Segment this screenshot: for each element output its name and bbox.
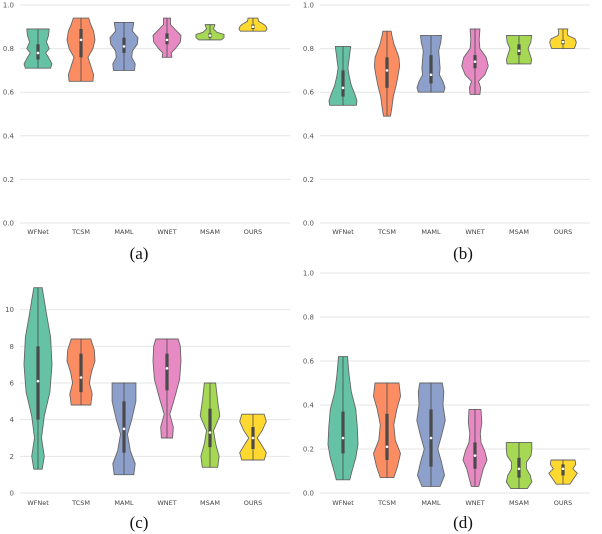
y-tick-label: 0.0: [303, 490, 314, 498]
y-tick-label: 0.0: [303, 220, 314, 228]
x-category-label: WFNet: [27, 499, 49, 507]
iqr-box-wnet: [165, 353, 169, 391]
median-tcsm: [79, 38, 83, 42]
y-tick-label: 2: [10, 453, 14, 461]
x-category-label: WNET: [465, 228, 484, 236]
x-category-label: WNET: [465, 499, 484, 507]
x-category-label: TCSM: [71, 228, 90, 236]
iqr-box-tcsm: [79, 28, 83, 58]
median-wfnet: [36, 379, 40, 383]
x-category-label: MSAM: [200, 228, 220, 236]
y-tick-label: 0.4: [3, 132, 15, 140]
iqr-box-tcsm: [385, 413, 389, 460]
median-msam: [517, 49, 521, 53]
median-maml: [429, 436, 433, 440]
y-tick-label: 0.6: [303, 358, 315, 366]
median-wnet: [473, 454, 477, 457]
x-category-label: OURS: [244, 499, 263, 507]
y-tick-label: 0.6: [3, 89, 15, 97]
y-tick-label: 10: [5, 306, 14, 314]
iqr-box-wfnet: [341, 70, 345, 97]
median-wfnet: [36, 51, 40, 55]
x-category-label: MSAM: [509, 228, 529, 236]
median-msam: [208, 34, 212, 37]
x-category-label: MSAM: [509, 499, 529, 507]
y-tick-label: 8: [10, 343, 14, 351]
x-category-label: MAML: [114, 499, 134, 507]
x-category-label: WFNet: [332, 228, 354, 236]
iqr-box-maml: [122, 401, 126, 453]
y-tick-label: 0.2: [3, 176, 14, 184]
panel-3: 0.0 0.2 0.4 0.6 0.8 1.0 WFNet TCSM MAML WNET MSAM O…: [303, 270, 590, 532]
x-category-label: WNET: [157, 499, 176, 507]
median-tcsm: [385, 445, 389, 449]
y-tick-label: 0.8: [3, 45, 14, 53]
iqr-box-msam: [208, 408, 212, 448]
x-category-label: MAML: [114, 228, 134, 236]
median-wnet: [165, 367, 169, 370]
x-category-label: TCSM: [377, 499, 396, 507]
median-wfnet: [341, 436, 345, 440]
panel-caption: (c): [130, 513, 149, 532]
median-ours: [561, 467, 565, 471]
y-tick-label: 0.6: [303, 89, 315, 97]
y-tick-label: 4: [10, 416, 15, 424]
x-category-label: WFNet: [332, 499, 354, 507]
x-category-label: MAML: [421, 499, 441, 507]
x-category-label: TCSM: [377, 228, 396, 236]
y-tick-label: 0.2: [303, 176, 314, 184]
iqr-box-tcsm: [79, 353, 83, 393]
median-maml: [429, 73, 433, 77]
panel-0: 0.0 0.2 0.4 0.6 0.8 1.0 WFNet TCSM MAML WNET MSAM O…: [3, 2, 290, 263]
median-wnet: [165, 38, 169, 42]
y-tick-label: 0.4: [303, 132, 315, 140]
panel-2: 0 2 4 6 8 10 WFNet TCSM MAML WNET MSAM OURS (c): [5, 287, 290, 532]
median-msam: [517, 467, 521, 471]
x-category-label: TCSM: [71, 499, 90, 507]
median-ours: [561, 40, 565, 44]
median-tcsm: [385, 69, 389, 72]
iqr-box-wfnet: [36, 346, 40, 420]
iqr-box-tcsm: [385, 57, 389, 88]
panel-caption: (b): [453, 244, 473, 263]
x-category-label: MAML: [421, 228, 441, 236]
x-category-label: OURS: [554, 228, 573, 236]
y-tick-label: 0.8: [303, 314, 314, 322]
x-category-label: WNET: [157, 228, 176, 236]
median-ours: [251, 25, 255, 29]
median-wnet: [473, 60, 477, 63]
y-tick-label: 0: [10, 490, 14, 498]
iqr-box-wfnet: [341, 411, 345, 454]
y-tick-label: 6: [10, 380, 15, 388]
panel-1: 0.0 0.2 0.4 0.6 0.8 1.0 WFNet TCSM MAML WNET MSAM O…: [303, 2, 590, 263]
median-ours: [251, 436, 255, 440]
panel-caption: (d): [453, 513, 473, 532]
median-maml: [122, 427, 126, 431]
y-tick-label: 0.8: [303, 45, 314, 53]
y-tick-label: 0.2: [303, 446, 314, 454]
y-tick-label: 1.0: [3, 2, 14, 10]
y-tick-label: 0.4: [303, 402, 315, 410]
x-category-label: OURS: [554, 499, 573, 507]
panel-caption: (a): [130, 244, 149, 263]
y-tick-label: 0.0: [3, 220, 14, 228]
median-tcsm: [79, 376, 83, 379]
median-wfnet: [341, 86, 345, 90]
y-tick-label: 1.0: [303, 2, 314, 10]
x-category-label: WFNet: [27, 228, 49, 236]
y-tick-label: 1.0: [303, 270, 314, 278]
iqr-box-maml: [429, 55, 433, 84]
x-category-label: MSAM: [200, 499, 220, 507]
x-category-label: OURS: [244, 228, 263, 236]
median-msam: [208, 431, 212, 434]
median-maml: [122, 45, 126, 48]
